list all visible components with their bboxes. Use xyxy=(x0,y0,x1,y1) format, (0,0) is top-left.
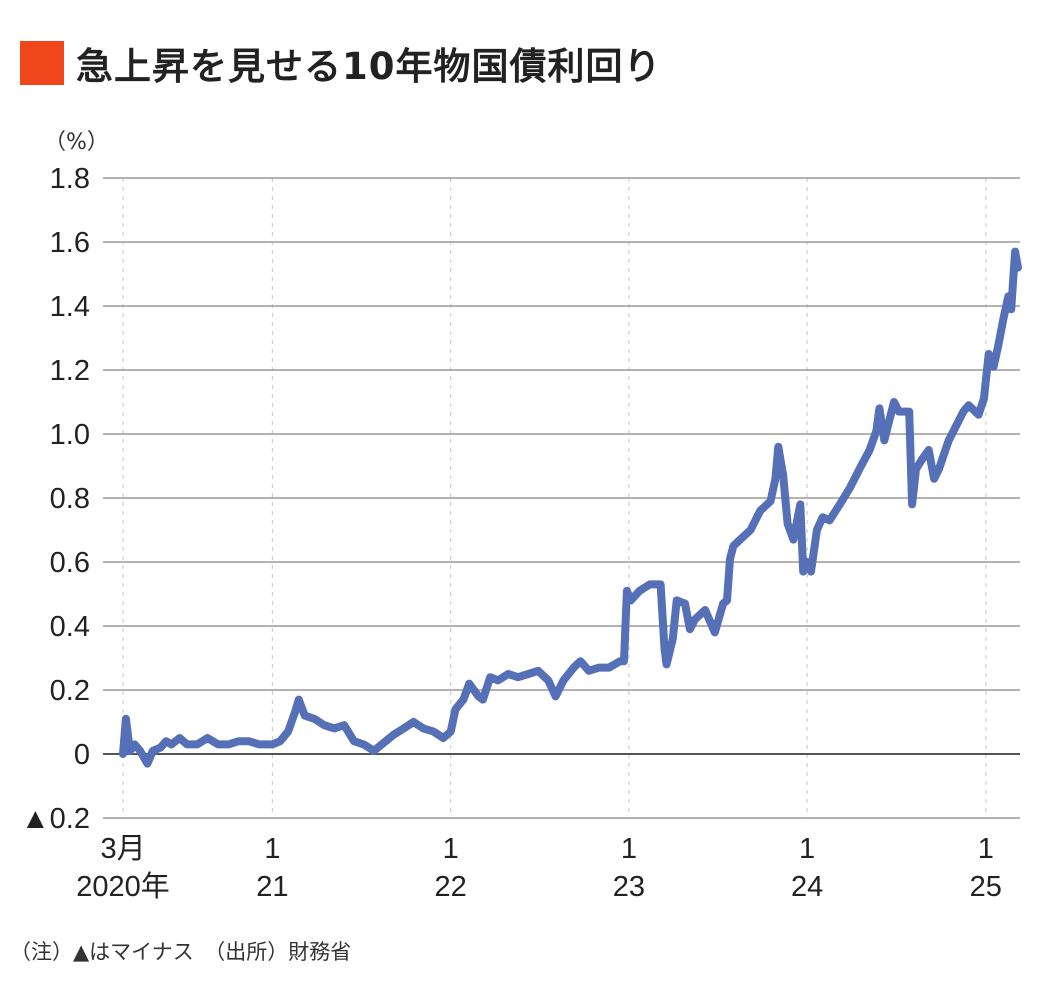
x-tick-label-line1: 1 xyxy=(264,833,280,865)
y-tick-label: 1.4 xyxy=(50,291,90,323)
y-tick-label: ▲0.2 xyxy=(21,803,90,835)
x-tick-label-line1: 1 xyxy=(621,833,637,865)
y-tick-label: 1.2 xyxy=(50,355,90,387)
chart-title-block: 急上昇を見せる10年物国債利回り xyxy=(20,36,662,90)
title-accent-square xyxy=(20,41,64,85)
y-tick-label: 0 xyxy=(74,739,90,771)
x-tick-label-line2: 21 xyxy=(256,871,288,903)
x-tick-label-line2: 2020年 xyxy=(76,870,170,903)
series-group xyxy=(119,247,1022,768)
y-tick-label: 0.6 xyxy=(50,547,90,579)
y-tick-label: 0.4 xyxy=(50,611,90,643)
y-tick-label: 1.0 xyxy=(50,419,90,451)
x-tick-label-line1: 1 xyxy=(443,833,459,865)
x-tick-label-line2: 23 xyxy=(613,871,645,903)
x-tick-label-line1: 1 xyxy=(799,833,815,865)
vertical-gridlines xyxy=(122,178,987,818)
chart-footnote: （注）▲はマイナス （出所）財務省 xyxy=(10,940,352,964)
y-axis-unit-label: （%） xyxy=(44,130,109,155)
y-axis-ticks: 1.8 1.6 1.4 1.2 1.0 0.8 0.6 0.4 0.2 0 ▲0.2 xyxy=(21,163,90,835)
x-tick-label-line2: 25 xyxy=(970,871,1002,903)
series-line-10y-yield xyxy=(119,247,1022,768)
y-tick-label: 1.8 xyxy=(50,163,90,195)
horizontal-gridlines xyxy=(103,177,1020,819)
x-tick-label-line1: 3月 xyxy=(100,833,145,865)
x-tick-label-line2: 22 xyxy=(435,871,467,903)
x-tick-label-line1: 1 xyxy=(978,833,994,865)
x-tick-label-line2: 24 xyxy=(791,871,823,903)
x-axis-ticks: 3月 2020年 1 21 1 22 1 23 1 24 1 25 xyxy=(76,833,1002,903)
y-tick-label: 0.8 xyxy=(50,483,90,515)
chart-title: 急上昇を見せる10年物国債利回り xyxy=(76,45,662,88)
y-tick-label: 1.6 xyxy=(50,227,90,259)
y-tick-label: 0.2 xyxy=(50,675,90,707)
